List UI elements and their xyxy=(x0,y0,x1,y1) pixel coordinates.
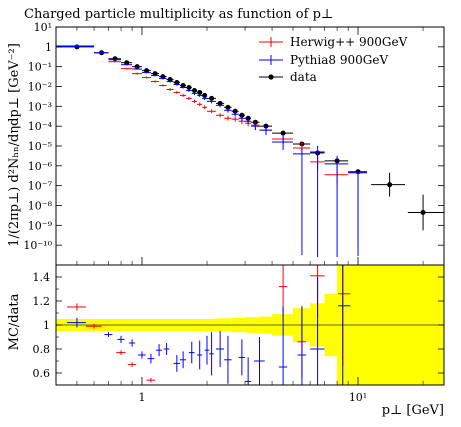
data-point-marker xyxy=(420,209,426,215)
ratio-y-tick-label: 1.4 xyxy=(33,271,51,284)
x-tick-label: 10¹ xyxy=(349,391,367,404)
data-point-marker xyxy=(186,84,192,90)
x-axis-label: p⊥ [GeV] xyxy=(382,403,444,418)
main-y-tick-label: 10⁻¹ xyxy=(28,61,52,74)
ratio-y-tick-label: 0.6 xyxy=(33,367,51,380)
data-point-marker xyxy=(134,64,140,70)
main-y-tick-label: 10⁻⁶ xyxy=(28,160,53,173)
main-y-tick-label: 10⁻¹⁰ xyxy=(23,239,52,252)
ratio-frame xyxy=(55,264,445,386)
data-point-marker xyxy=(152,71,158,77)
main-y-tick-label: 10¹ xyxy=(34,21,52,34)
ratio-y-tick-label: 1 xyxy=(43,319,50,332)
data-point-marker xyxy=(144,68,150,74)
data-point-marker xyxy=(167,77,173,83)
legend-data-marker xyxy=(268,74,274,80)
main-y-tick-label: 10⁻⁵ xyxy=(28,140,52,153)
data-point-marker xyxy=(180,83,186,89)
data-point-marker xyxy=(209,95,215,101)
legend: Herwig++ 900GeV Pythia8 900GeV data xyxy=(259,35,408,84)
main-y-tick-label: 10⁻⁴ xyxy=(28,120,53,133)
main-y-tick-label: 1 xyxy=(45,41,52,54)
data-point-marker xyxy=(225,104,231,110)
legend-data-label: data xyxy=(290,70,317,84)
data-point-marker xyxy=(280,130,286,136)
data-point-marker xyxy=(387,182,393,188)
main-y-axis-label: 1/(2πp⊥) d²Nₕₙ/dηdp⊥ [GeV⁻²] xyxy=(7,43,22,247)
ratio-panel: 0.6 0.8 1 1.2 1.4 1 10¹ xyxy=(33,264,445,404)
data-point-marker xyxy=(191,87,197,93)
ratio-y-axis-label: MC/data xyxy=(7,293,22,350)
ratio-y-tick-label: 1.2 xyxy=(33,295,51,308)
data-point-marker xyxy=(160,74,166,80)
x-tick-label: 1 xyxy=(138,391,145,404)
main-y-tick-label: 10⁻⁹ xyxy=(28,219,53,232)
ratio-y-tick-label: 0.8 xyxy=(33,343,51,356)
main-y-tick-label: 10⁻² xyxy=(28,81,52,94)
data-point-marker xyxy=(112,56,118,62)
main-y-tick-label: 10⁻⁸ xyxy=(28,200,53,213)
data-point-marker xyxy=(197,89,203,95)
legend-herwig-label: Herwig++ 900GeV xyxy=(290,35,408,49)
legend-pythia-label: Pythia8 900GeV xyxy=(290,53,388,67)
data-point-marker xyxy=(202,92,208,98)
main-panel: 10¹ 1 10⁻¹ 10⁻² 10⁻³ 10⁻⁴ 10⁻⁵ 10⁻⁶ 10⁻⁷ 10⁻⁸ 10⁻⁹… xyxy=(23,21,445,266)
data-point-marker xyxy=(174,80,180,86)
main-y-tick-label: 10⁻³ xyxy=(28,100,52,113)
data-point-marker xyxy=(232,108,238,114)
chart-title: Charged particle multiplicity as functio… xyxy=(24,7,333,22)
data-point-marker xyxy=(124,60,130,66)
main-y-tick-label: 10⁻⁷ xyxy=(28,180,53,193)
